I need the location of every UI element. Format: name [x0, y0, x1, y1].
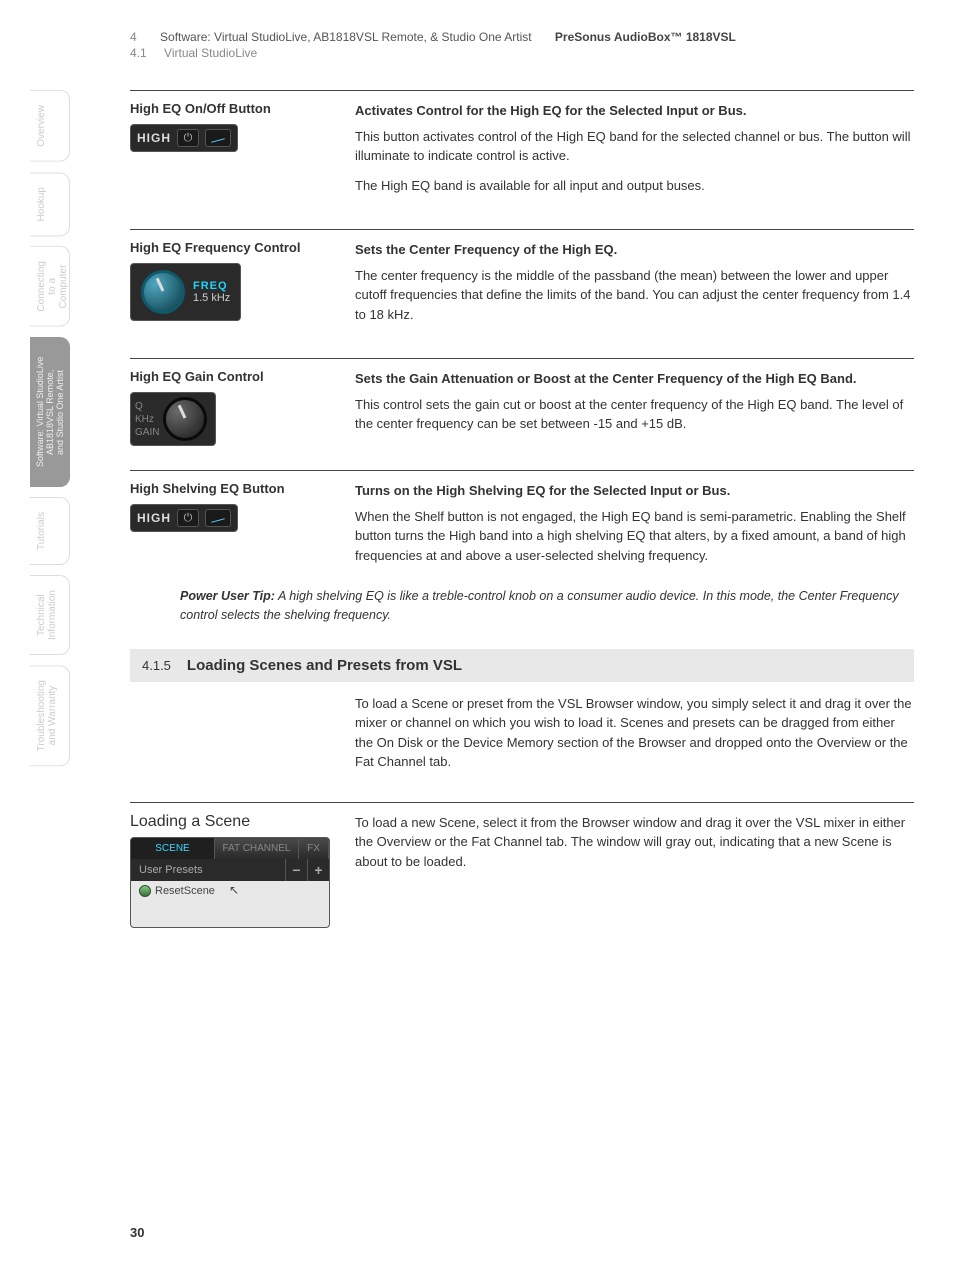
control-desc: The center frequency is the middle of th… [355, 266, 914, 325]
gain-gain-label: GAIN [135, 426, 159, 439]
control-desc: This control sets the gain cut or boost … [355, 395, 914, 434]
main-content: High EQ On/Off Button HIGH ⏻ Activates C… [130, 60, 914, 928]
control-title: Sets the Center Frequency of the High EQ… [355, 240, 914, 260]
header-line-2: 4.1 Virtual StudioLive [130, 46, 914, 60]
sidebar-tab-hookup[interactable]: Hookup [30, 172, 70, 236]
control-title: Sets the Gain Attenuation or Boost at th… [355, 369, 914, 389]
power-user-tip: Power User Tip: A high shelving EQ is li… [180, 587, 914, 625]
high-eq-button-widget: HIGH ⏻ [130, 124, 238, 152]
gain-khz-label: KHz [135, 413, 159, 426]
header-line-1: 4 Software: Virtual StudioLive, AB1818VS… [130, 30, 914, 44]
sidebar-tab-tutorials[interactable]: Tutorials [30, 497, 70, 565]
sidebar-tab-software[interactable]: Software: Virtual StudioLive AB1818VSL R… [30, 337, 70, 487]
control-label: High EQ Frequency Control [130, 240, 355, 255]
control-title: Activates Control for the High EQ for th… [355, 101, 914, 121]
loading-scene-row: Loading a Scene SCENE FAT CHANNEL FX Use… [130, 802, 914, 928]
control-row-high-eq-gain: High EQ Gain Control Q KHz GAIN Sets the… [130, 358, 914, 470]
power-icon: ⏻ [177, 509, 199, 527]
freq-label: FREQ [193, 280, 230, 292]
scene-list: ResetScene ↖ [131, 881, 329, 927]
scene-item[interactable]: ResetScene [155, 885, 215, 897]
gain-knob-widget: Q KHz GAIN [130, 392, 216, 446]
sidebar-tab-overview[interactable]: Overview [30, 90, 70, 162]
scene-tab-fatchannel[interactable]: FAT CHANNEL [215, 838, 299, 859]
control-row-high-eq-onoff: High EQ On/Off Button HIGH ⏻ Activates C… [130, 90, 914, 229]
scene-browser-widget: SCENE FAT CHANNEL FX User Presets − + Re… [130, 837, 330, 928]
section-text: To load a Scene or preset from the VSL B… [355, 694, 914, 772]
section-heading: 4.1.5 Loading Scenes and Presets from VS… [130, 649, 914, 682]
freq-knob-widget: FREQ 1.5 kHz [130, 263, 241, 321]
cursor-icon: ↖ [229, 883, 239, 897]
shelf-icon [205, 509, 231, 527]
knob-icon [163, 397, 207, 441]
power-icon: ⏻ [177, 129, 199, 147]
tip-bold: Power User Tip: [180, 589, 275, 603]
user-presets-label: User Presets [131, 859, 285, 881]
scene-tab-scene[interactable]: SCENE [131, 838, 215, 859]
sidebar-tab-connecting[interactable]: Connecting to a Computer [30, 246, 70, 327]
section-num: 4.1.5 [142, 658, 171, 673]
control-label: High EQ Gain Control [130, 369, 355, 384]
control-title: Turns on the High Shelving EQ for the Se… [355, 481, 914, 501]
control-desc-1: This button activates control of the Hig… [355, 127, 914, 166]
add-preset-button[interactable]: + [307, 859, 329, 881]
gain-q-label: Q [135, 400, 159, 413]
scene-tabs: SCENE FAT CHANNEL FX [131, 838, 329, 859]
control-desc-2: The High EQ band is available for all in… [355, 176, 914, 196]
section-number: 4 [130, 30, 137, 44]
control-label: High Shelving EQ Button [130, 481, 355, 496]
scene-label: Loading a Scene [130, 813, 355, 831]
scene-text: To load a new Scene, select it from the … [355, 813, 914, 872]
page-number: 30 [130, 1225, 144, 1240]
control-row-high-eq-freq: High EQ Frequency Control FREQ 1.5 kHz S… [130, 229, 914, 358]
product-name: PreSonus AudioBox™ 1818VSL [555, 30, 736, 44]
freq-value: 1.5 kHz [193, 292, 230, 304]
subsection-number: 4.1 [130, 46, 147, 60]
control-label: High EQ On/Off Button [130, 101, 355, 116]
remove-preset-button[interactable]: − [285, 859, 307, 881]
section-title: Loading Scenes and Presets from VSL [187, 657, 462, 674]
sidebar-tab-technical[interactable]: Technical Information [30, 575, 70, 655]
subsection-title: Virtual StudioLive [164, 46, 257, 60]
sidebar-tab-troubleshooting[interactable]: Troubleshooting and Warranty [30, 665, 70, 766]
sidebar-nav: Overview Hookup Connecting to a Computer… [0, 90, 80, 776]
high-text: HIGH [137, 131, 171, 145]
control-row-high-shelving: High Shelving EQ Button HIGH ⏻ Turns on … [130, 470, 914, 583]
shelf-icon [205, 129, 231, 147]
high-text: HIGH [137, 511, 171, 525]
page-header: 4 Software: Virtual StudioLive, AB1818VS… [0, 0, 954, 60]
user-presets-bar: User Presets − + [131, 859, 329, 881]
scene-tab-fx[interactable]: FX [299, 838, 329, 859]
control-desc: When the Shelf button is not engaged, th… [355, 507, 914, 566]
knob-icon [141, 270, 185, 314]
high-shelf-button-widget: HIGH ⏻ [130, 504, 238, 532]
section-title: Software: Virtual StudioLive, AB1818VSL … [160, 30, 532, 44]
scene-bullet-icon [139, 885, 151, 897]
tip-text: A high shelving EQ is like a treble-cont… [180, 589, 899, 622]
